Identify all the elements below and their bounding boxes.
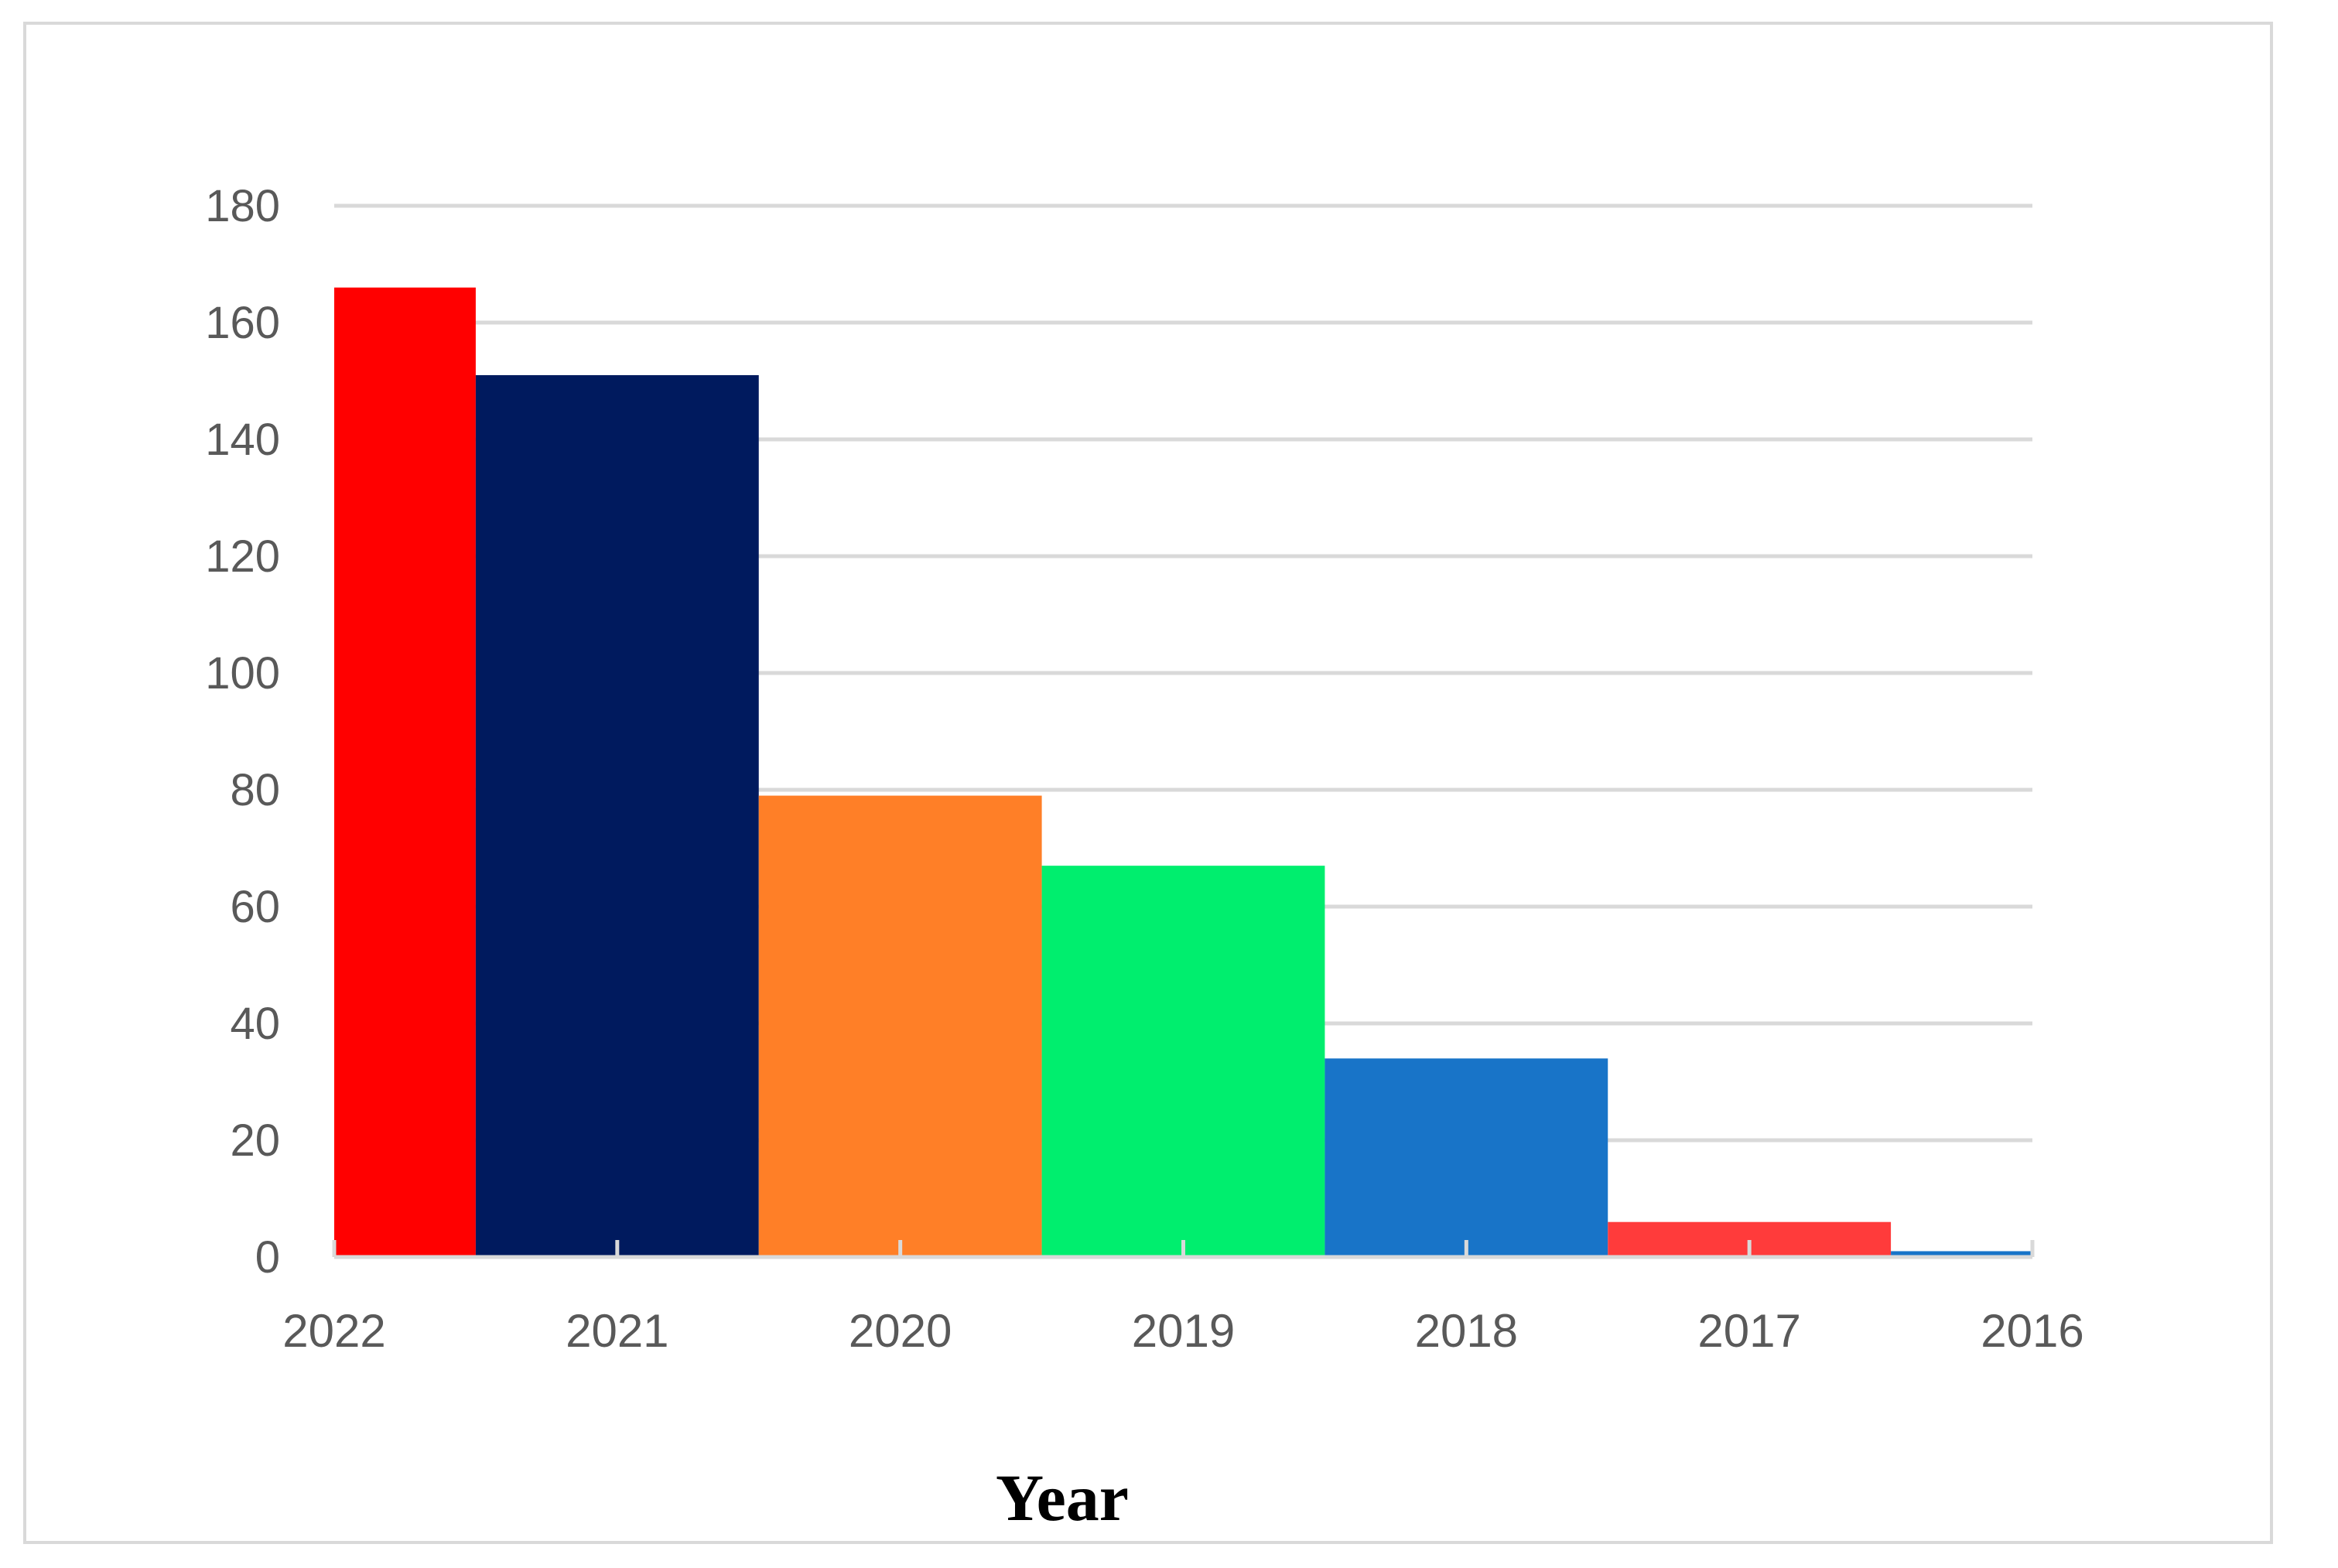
x-tick-labels: 2022 2021 2020 2019 2018 2017 2016 [282,1305,2083,1357]
bar-2022 [334,287,476,1258]
y-tick-label: 0 [255,1232,280,1283]
bar-2020 [758,795,1042,1257]
bar-2019 [1041,866,1325,1257]
y-tick-label: 120 [205,531,280,582]
y-tick-label: 60 [230,882,280,932]
x-tick-label: 2020 [849,1305,952,1357]
x-tick-label: 2019 [1132,1305,1235,1357]
bar-2016 [1891,1251,2032,1257]
x-tick-label: 2016 [1981,1305,2083,1357]
bar-2021 [475,374,759,1258]
bar-2018 [1325,1058,1608,1257]
x-axis [332,1240,2035,1259]
y-tick-label: 140 [205,415,280,465]
x-tick-label: 2018 [1415,1305,1518,1357]
y-tick-label: 160 [205,298,280,348]
y-tick-label: 40 [230,999,280,1049]
y-tick-label: 80 [230,765,280,815]
x-tick-label: 2021 [566,1305,668,1357]
bars [334,287,2032,1258]
y-tick-label: 100 [205,648,280,699]
x-tick-label: 2022 [282,1305,385,1357]
y-tick-label: 20 [230,1115,280,1166]
y-tick-label: 180 [205,181,280,231]
y-tick-labels: 0 20 40 60 80 100 120 140 160 180 [205,181,280,1283]
x-tick-label: 2017 [1697,1305,1800,1357]
x-axis-title: Year [996,1460,1129,1535]
